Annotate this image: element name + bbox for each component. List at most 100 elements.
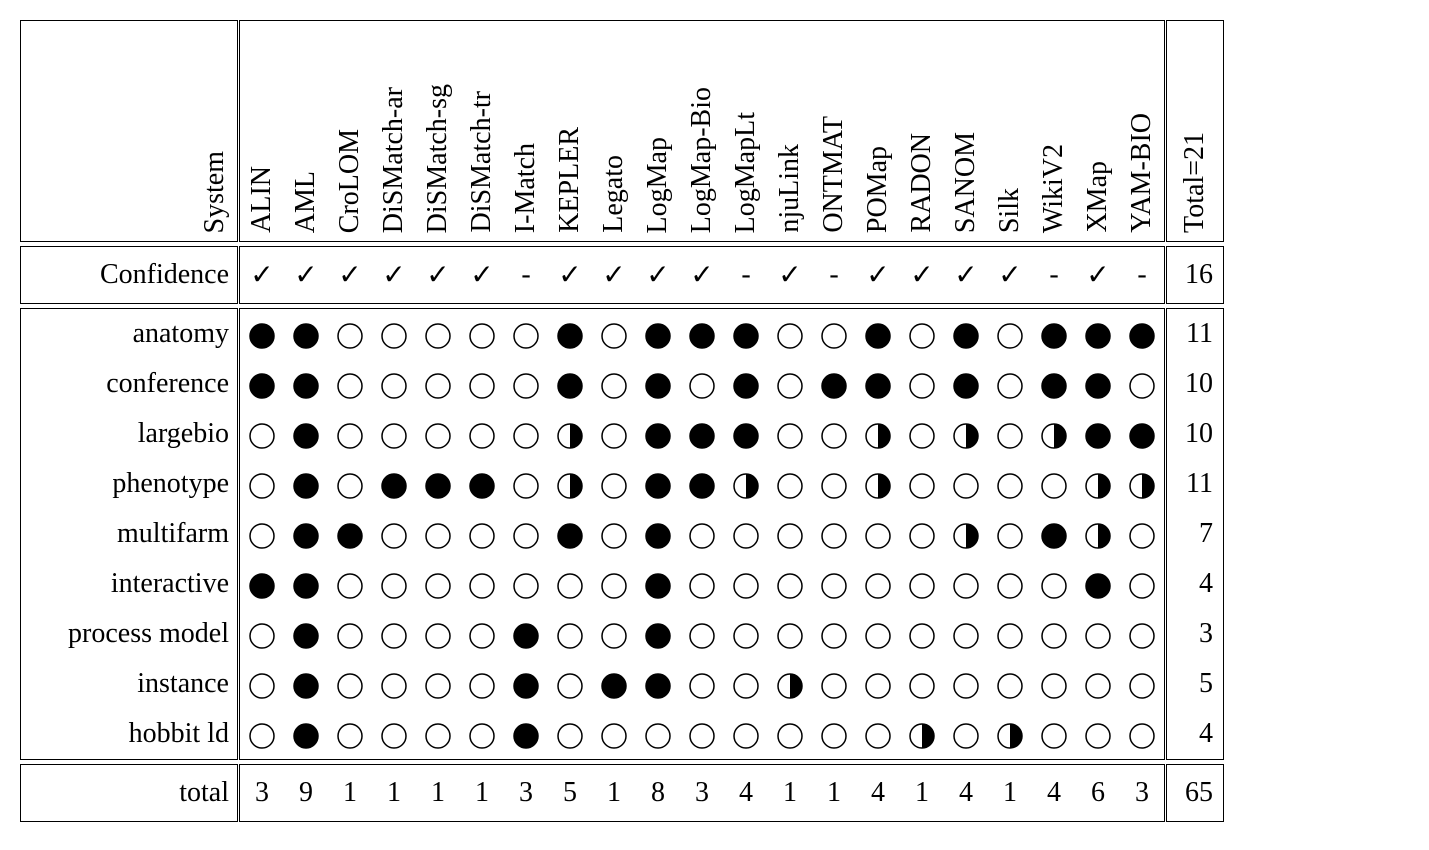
participation-cell [284, 609, 328, 659]
col-header: WikiV2 [1032, 21, 1076, 242]
column-total: 3 [239, 765, 285, 822]
participation-cell [1032, 709, 1076, 760]
column-total: 6 [1076, 765, 1120, 822]
participation-cell [592, 459, 636, 509]
participation-cell [988, 709, 1032, 760]
confidence-cell: ✓ [900, 247, 944, 304]
participation-cell [768, 659, 812, 709]
participation-cell [812, 509, 856, 559]
participation-cell [812, 409, 856, 459]
participation-cell [944, 459, 988, 509]
participation-cell [724, 559, 768, 609]
participation-cell [460, 659, 504, 709]
participation-cell [988, 659, 1032, 709]
participation-cell [460, 409, 504, 459]
col-header: KEPLER [548, 21, 592, 242]
participation-cell [680, 459, 724, 509]
participation-cell [988, 309, 1032, 360]
participation-cell [680, 359, 724, 409]
track-label: conference [21, 359, 239, 409]
participation-cell [1032, 659, 1076, 709]
participation-cell [1076, 659, 1120, 709]
participation-cell [768, 309, 812, 360]
confidence-label: Confidence [21, 247, 239, 304]
column-total: 1 [812, 765, 856, 822]
participation-cell [944, 659, 988, 709]
header-system-label: System [21, 21, 239, 242]
participation-cell [1120, 509, 1166, 559]
participation-cell [416, 709, 460, 760]
participation-cell [548, 359, 592, 409]
participation-cell [460, 559, 504, 609]
participation-cell [328, 309, 372, 360]
participation-cell [328, 509, 372, 559]
col-header: CroLOM [328, 21, 372, 242]
participation-cell [284, 359, 328, 409]
participation-cell [416, 659, 460, 709]
participation-cell [460, 609, 504, 659]
column-total: 5 [548, 765, 592, 822]
participation-table: SystemALINAMLCroLOMDiSMatch-arDiSMatch-s… [20, 20, 1224, 822]
column-total: 4 [944, 765, 988, 822]
track-label: multifarm [21, 509, 239, 559]
confidence-cell: ✓ [856, 247, 900, 304]
track-total: 3 [1166, 609, 1224, 659]
col-header: AML [284, 21, 328, 242]
participation-cell [812, 359, 856, 409]
participation-cell [504, 659, 548, 709]
participation-cell [856, 609, 900, 659]
participation-cell [944, 709, 988, 760]
participation-cell [328, 659, 372, 709]
participation-cell [284, 309, 328, 360]
track-label: phenotype [21, 459, 239, 509]
participation-cell [239, 309, 285, 360]
participation-cell [460, 309, 504, 360]
col-header: Legato [592, 21, 636, 242]
col-header: RADON [900, 21, 944, 242]
participation-cell [460, 709, 504, 760]
participation-cell [636, 409, 680, 459]
col-header: LogMap-Bio [680, 21, 724, 242]
column-total: 1 [592, 765, 636, 822]
column-total: 3 [1120, 765, 1166, 822]
participation-cell [900, 359, 944, 409]
col-header: njuLink [768, 21, 812, 242]
participation-cell [504, 309, 548, 360]
participation-cell [768, 559, 812, 609]
participation-cell [1120, 609, 1166, 659]
participation-cell [284, 659, 328, 709]
participation-cell [724, 309, 768, 360]
col-header: XMap [1076, 21, 1120, 242]
track-total: 11 [1166, 309, 1224, 360]
participation-cell [284, 559, 328, 609]
track-label: process model [21, 609, 239, 659]
participation-cell [1076, 459, 1120, 509]
participation-cell [1032, 609, 1076, 659]
confidence-total: 16 [1166, 247, 1224, 304]
confidence-cell: ✓ [328, 247, 372, 304]
participation-cell [1032, 359, 1076, 409]
participation-cell [416, 609, 460, 659]
column-total: 4 [1032, 765, 1076, 822]
column-total: 4 [856, 765, 900, 822]
participation-cell [900, 609, 944, 659]
participation-cell [1032, 559, 1076, 609]
participation-cell [372, 409, 416, 459]
participation-cell [768, 709, 812, 760]
participation-cell [1120, 359, 1166, 409]
participation-cell [724, 609, 768, 659]
participation-cell [460, 459, 504, 509]
track-total: 11 [1166, 459, 1224, 509]
participation-cell [680, 409, 724, 459]
confidence-cell: ✓ [592, 247, 636, 304]
participation-cell [1032, 459, 1076, 509]
participation-cell [239, 509, 285, 559]
col-header: LogMapLt [724, 21, 768, 242]
track-total: 7 [1166, 509, 1224, 559]
participation-cell [372, 509, 416, 559]
header-total-label: Total=21 [1166, 21, 1224, 242]
participation-cell [724, 659, 768, 709]
participation-cell [592, 359, 636, 409]
track-total: 10 [1166, 409, 1224, 459]
column-total: 9 [284, 765, 328, 822]
